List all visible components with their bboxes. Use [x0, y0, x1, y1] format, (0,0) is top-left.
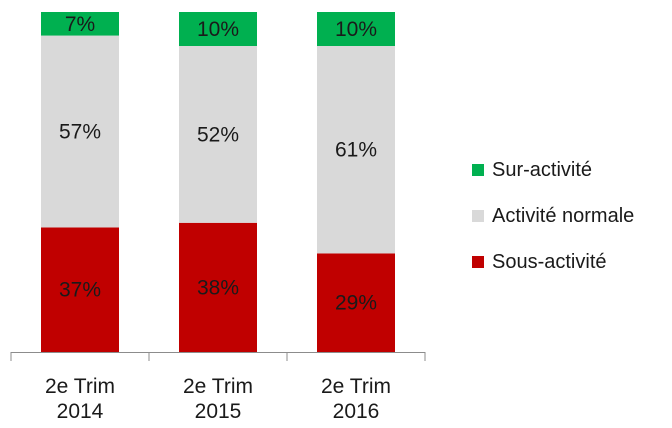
data-label-sous-activite-3: 29%	[335, 292, 377, 315]
legend: Sur-activité Activité normale Sous-activ…	[472, 158, 634, 296]
data-label-activite-normale-1: 57%	[59, 121, 101, 144]
legend-label-activite-normale: Activité normale	[492, 204, 635, 227]
bar-segment-activite-normale-2	[179, 46, 257, 223]
data-label-activite-normale-2: 52%	[197, 123, 239, 146]
bar-segment-sur-activite-3	[317, 12, 395, 46]
data-label-activite-normale-3: 61%	[335, 139, 377, 162]
legend-label-sous-activite: Sous-activité	[492, 250, 607, 273]
data-label-sur-activite-2: 10%	[197, 18, 239, 41]
data-label-sous-activite-1: 37%	[59, 279, 101, 302]
legend-swatch-sous-activite	[472, 256, 484, 268]
legend-item-sous-activite: Sous-activité	[472, 250, 634, 274]
x-tick-label-2: 2e Trim 2015	[183, 375, 253, 423]
x-tick-label-3: 2e Trim 2016	[321, 375, 391, 423]
bar-segment-sous-activite-3	[317, 253, 395, 352]
bar-segment-sur-activite-2	[179, 12, 257, 46]
x-tick-label-1: 2e Trim 2014	[45, 375, 115, 423]
data-label-sur-activite-1: 7%	[65, 13, 95, 36]
bar-segment-sous-activite-2	[179, 222, 257, 352]
legend-swatch-sur-activite	[472, 164, 484, 176]
x-tick-labels: 2e Trim 2014 2e Trim 2015 2e Trim 2016	[45, 375, 391, 423]
data-label-sur-activite-3: 10%	[335, 18, 377, 41]
bar-segment-activite-normale-1	[41, 35, 119, 228]
legend-item-activite-normale: Activité normale	[472, 204, 634, 228]
bars-layer: 37% 57% 7% 38% 52% 10% 29% 61% 10%	[41, 12, 395, 352]
x-axis	[10, 352, 426, 361]
legend-item-sur-activite: Sur-activité	[472, 158, 634, 182]
legend-label-sur-activite: Sur-activité	[492, 158, 593, 181]
legend-swatch-activite-normale	[472, 210, 484, 222]
bar-segment-activite-normale-3	[317, 46, 395, 254]
bar-segment-sous-activite-1	[41, 227, 119, 352]
data-label-sous-activite-2: 38%	[197, 276, 239, 299]
bar-segment-sur-activite-1	[41, 12, 119, 36]
